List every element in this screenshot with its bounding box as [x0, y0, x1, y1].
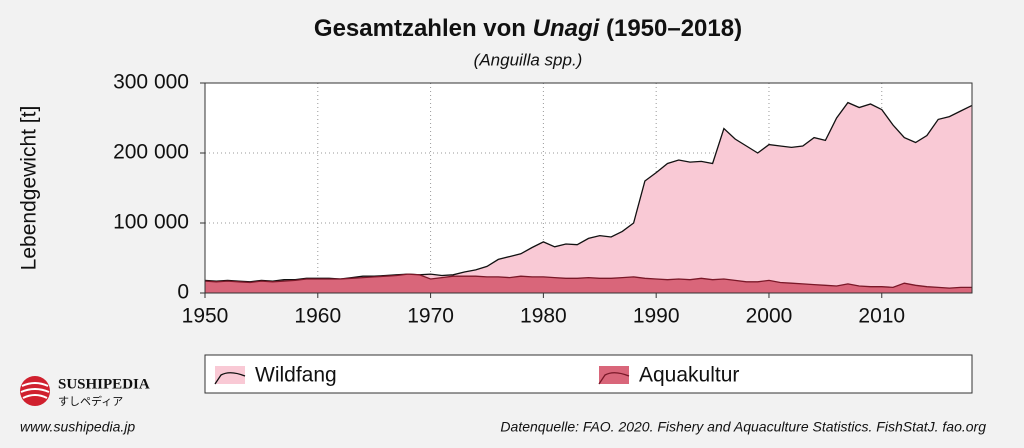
- legend-box: [204, 354, 973, 394]
- chart-title: Gesamtzahlen von Unagi (1950–2018): [314, 15, 742, 42]
- x-tick-label: 1980: [520, 305, 567, 328]
- x-tick-label: 1990: [633, 305, 680, 328]
- area: [205, 274, 972, 293]
- title-part: (1950–2018): [599, 15, 742, 42]
- website: www.sushipedia.jp: [20, 419, 135, 435]
- y-tick-label: 100 000: [113, 211, 189, 234]
- subtitle: (Anguilla spp.): [474, 50, 583, 69]
- x-tick-label: 1970: [407, 305, 454, 328]
- legend-label: Wildfang: [255, 364, 337, 387]
- legend-label: Aquakultur: [639, 364, 739, 387]
- source: Datenquelle: FAO. 2020. Fishery and Aqua…: [500, 419, 986, 435]
- area: [205, 102, 972, 293]
- area-line: [204, 273, 972, 289]
- y-tick-label: 0: [177, 281, 189, 304]
- legend: Wildfang Aquakultur: [214, 364, 739, 387]
- logo-subname: すしペディア: [58, 394, 123, 408]
- y-axis-label: Lebendgewicht [t]: [18, 106, 41, 271]
- plot-frame: [204, 82, 973, 294]
- x-tick-label: 1950: [182, 305, 229, 328]
- x-tick-label: 2010: [858, 305, 905, 328]
- title-part: Unagi: [533, 15, 601, 42]
- legend-swatch: [599, 366, 629, 384]
- x-tick-label: 1960: [294, 305, 341, 328]
- title-part: Gesamtzahlen von: [314, 15, 533, 42]
- y-tick-label: 300 000: [113, 71, 189, 94]
- x-tick-label: 2000: [746, 305, 793, 328]
- legend-swatch: [215, 366, 245, 384]
- plot-area: [200, 82, 973, 298]
- y-tick-label: 200 000: [113, 141, 189, 164]
- logo-icon: [20, 376, 50, 406]
- logo-name: SUSHIPEDIA: [58, 376, 150, 392]
- legend-swatch-line: [214, 372, 246, 385]
- legend-swatch-line: [598, 372, 630, 385]
